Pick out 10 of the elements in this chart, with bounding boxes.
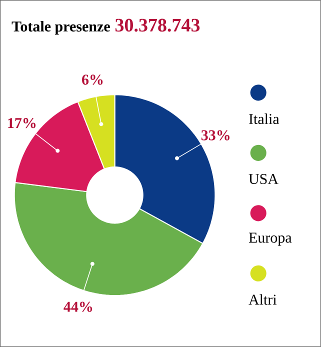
legend-label: Italia [249,114,280,124]
legend-label: USA [248,174,278,184]
chart-subtitle: 30.378.743 [115,18,200,32]
data-label: 17% [8,118,36,128]
legend-label: Europa [248,232,292,246]
data-label: 44% [64,302,92,312]
chart-title: Totale presenze [12,21,110,35]
data-label: 33% [201,130,230,140]
data-label: 6% [82,74,103,85]
legend-label: Altri [248,294,277,305]
